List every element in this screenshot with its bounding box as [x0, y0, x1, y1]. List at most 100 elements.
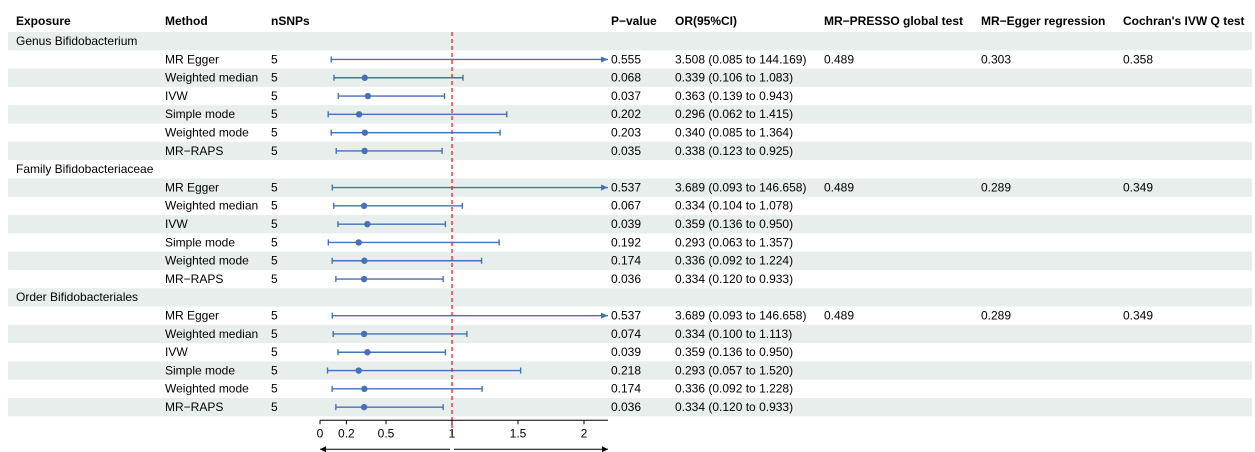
pvalue-value: 0.192 [611, 235, 641, 249]
x-tick-label: 0.2 [338, 426, 355, 440]
nsnps-value: 5 [271, 144, 278, 158]
x-tick-label: 0 [317, 426, 324, 440]
pvalue-value: 0.555 [611, 52, 641, 66]
row-band [8, 361, 1252, 380]
pvalue-value: 0.039 [611, 217, 641, 231]
cochran-value: 0.349 [1123, 180, 1153, 194]
point-estimate [355, 367, 362, 374]
row-band [8, 288, 1252, 307]
x-tick-label: 1 [449, 426, 456, 440]
method-label: IVW [165, 217, 188, 231]
pvalue-value: 0.039 [611, 345, 641, 359]
pvalue-value: 0.218 [611, 363, 641, 377]
or-ci-value: 0.359 (0.136 to 0.950) [675, 217, 793, 231]
or-ci-value: 0.334 (0.100 to 1.113) [675, 327, 792, 341]
nsnps-value: 5 [271, 107, 278, 121]
header-method: Method [165, 14, 208, 28]
or-ci-value: 0.336 (0.092 to 1.228) [675, 382, 793, 396]
point-estimate [360, 403, 368, 411]
method-label: MR−RAPS [165, 144, 223, 158]
row-band [8, 398, 1252, 417]
method-label: MR Egger [165, 309, 219, 323]
or-ci-value: 0.340 (0.085 to 1.364) [675, 126, 793, 140]
nsnps-value: 5 [271, 363, 278, 377]
header-or: OR(95%CI) [675, 14, 737, 28]
ci-arrow [601, 312, 608, 319]
or-ci-value: 3.689 (0.093 to 146.658) [675, 180, 806, 194]
point-estimate [361, 129, 369, 136]
method-label: MR Egger [165, 180, 219, 194]
point-estimate [360, 275, 368, 283]
or-ci-value: 0.334 (0.120 to 0.933) [675, 400, 793, 414]
nsnps-value: 5 [271, 52, 278, 66]
nsnps-value: 5 [271, 235, 278, 249]
or-ci-value: 0.338 (0.123 to 0.925) [675, 144, 793, 158]
nsnps-value: 5 [271, 272, 278, 286]
or-ci-value: 0.334 (0.120 to 0.933) [675, 272, 793, 286]
point-estimate [360, 330, 368, 338]
or-ci-value: 0.336 (0.092 to 1.224) [675, 254, 793, 268]
presso-value: 0.489 [824, 180, 854, 194]
method-label: Simple mode [165, 107, 235, 121]
x-tick-label: 2 [581, 426, 588, 440]
or-ci-value: 0.293 (0.063 to 1.357) [675, 235, 793, 249]
header-pvalue: P−value [611, 14, 657, 28]
nsnps-value: 5 [271, 126, 278, 140]
point-estimate [361, 257, 368, 264]
pvalue-value: 0.067 [611, 199, 641, 213]
x-tick-label: 0.5 [378, 426, 395, 440]
pvalue-value: 0.037 [611, 89, 641, 103]
or-ci-value: 0.296 (0.062 to 1.415) [675, 107, 793, 121]
method-label: MR−RAPS [165, 400, 223, 414]
nsnps-value: 5 [271, 71, 278, 85]
header-nsnps: nSNPs [271, 14, 310, 28]
nsnps-value: 5 [271, 345, 278, 359]
x-tick-label: 1.5 [510, 426, 527, 440]
ci-arrow [601, 184, 608, 191]
ci-arrow [601, 56, 608, 63]
point-estimate [364, 220, 371, 228]
pvalue-value: 0.074 [611, 327, 641, 341]
row-band [8, 68, 1252, 87]
method-label: Weighted mode [165, 254, 249, 268]
or-ci-value: 0.334 (0.104 to 1.078) [675, 199, 793, 213]
method-label: IVW [165, 345, 188, 359]
row-band [8, 141, 1252, 161]
nsnps-value: 5 [271, 254, 278, 268]
pvalue-value: 0.174 [611, 254, 641, 268]
method-label: Weighted median [165, 71, 258, 85]
nsnps-value: 5 [271, 217, 278, 231]
method-label: IVW [165, 89, 188, 103]
or-ci-value: 3.508 (0.085 to 144.169) [675, 52, 806, 66]
nsnps-value: 5 [271, 327, 278, 341]
method-label: Weighted mode [165, 382, 249, 396]
pvalue-value: 0.537 [611, 180, 641, 194]
header-presso: MR−PRESSO global test [824, 14, 963, 28]
pvalue-value: 0.036 [611, 272, 641, 286]
cochran-value: 0.358 [1123, 52, 1153, 66]
point-estimate [361, 74, 368, 81]
or-ci-value: 0.359 (0.136 to 0.950) [675, 345, 793, 359]
protective-arrow-head [320, 446, 326, 452]
row-band [8, 215, 1252, 234]
pvalue-value: 0.036 [611, 400, 641, 414]
pvalue-value: 0.537 [611, 309, 641, 323]
pvalue-value: 0.202 [611, 107, 641, 121]
risk-arrow-head [602, 446, 608, 452]
row-band [8, 32, 1252, 51]
pvalue-value: 0.035 [611, 144, 641, 158]
row-band [8, 105, 1252, 124]
point-estimate [355, 111, 363, 118]
pvalue-value: 0.174 [611, 382, 641, 396]
or-ci-value: 0.339 (0.106 to 1.083) [675, 71, 793, 85]
nsnps-value: 5 [271, 309, 278, 323]
egger-value: 0.289 [981, 309, 1011, 323]
point-estimate [361, 385, 368, 393]
method-label: Weighted median [165, 327, 258, 341]
nsnps-value: 5 [271, 89, 278, 103]
point-estimate [360, 202, 368, 210]
nsnps-value: 5 [271, 400, 278, 414]
point-estimate [355, 239, 362, 246]
header-exposure: Exposure [16, 14, 71, 28]
